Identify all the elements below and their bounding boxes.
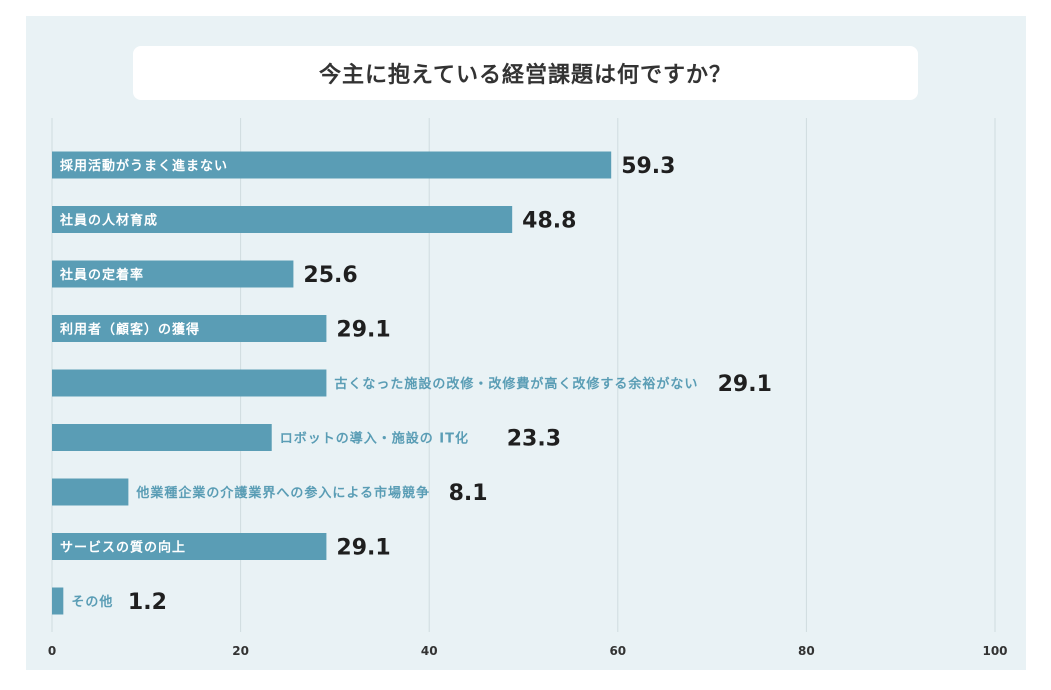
bar-category-label: 利用者（顧客）の獲得 (60, 322, 200, 338)
chart-panel (26, 16, 1026, 670)
bar-value-label: 48.8 (522, 209, 576, 234)
bar (52, 315, 327, 342)
x-tick-label: 60 (609, 644, 626, 658)
bar-category-label: 他業種企業の介護業界への参入による市場競争 (135, 485, 430, 501)
bar (52, 369, 327, 397)
bar (52, 206, 513, 233)
bar-value-label: 25.6 (303, 263, 357, 288)
bar-category-label: サービスの質の向上 (60, 540, 186, 556)
bar-value-label: 59.3 (621, 154, 675, 179)
bar-category-label: 社員の人材育成 (59, 213, 158, 229)
bar-category-label: 古くなった施設の改修・改修費が高く改修する余裕がない (334, 376, 698, 392)
x-tick-label: 20 (232, 644, 249, 658)
x-tick-label: 40 (421, 644, 438, 658)
bar-value-label: 23.3 (507, 427, 561, 452)
bar (52, 587, 64, 615)
bar-value-label: 8.1 (449, 481, 488, 506)
bar-category-label: 社員の定着率 (59, 267, 144, 283)
chart-title-box: 今主に抱えている経営課題は何ですか？ (133, 46, 918, 100)
bar (52, 533, 327, 560)
x-tick-label: 0 (48, 644, 56, 658)
x-tick-label: 80 (798, 644, 815, 658)
bar-value-label: 29.1 (336, 318, 390, 343)
bar-category-label: 採用活動がうまく進まない (60, 158, 228, 174)
bar-value-label: 1.2 (128, 590, 167, 615)
bar-category-label: その他 (71, 594, 113, 610)
bar (52, 478, 129, 506)
bar (52, 260, 294, 288)
bar-value-label: 29.1 (336, 536, 390, 561)
bar-category-label: ロボットの導入・施設の IT化 (280, 431, 469, 447)
bar (52, 424, 272, 451)
bar (52, 151, 612, 179)
bar-value-label: 29.1 (718, 372, 772, 397)
chart-title: 今主に抱えている経営課題は何ですか？ (319, 63, 732, 88)
x-tick-label: 100 (982, 644, 1007, 658)
